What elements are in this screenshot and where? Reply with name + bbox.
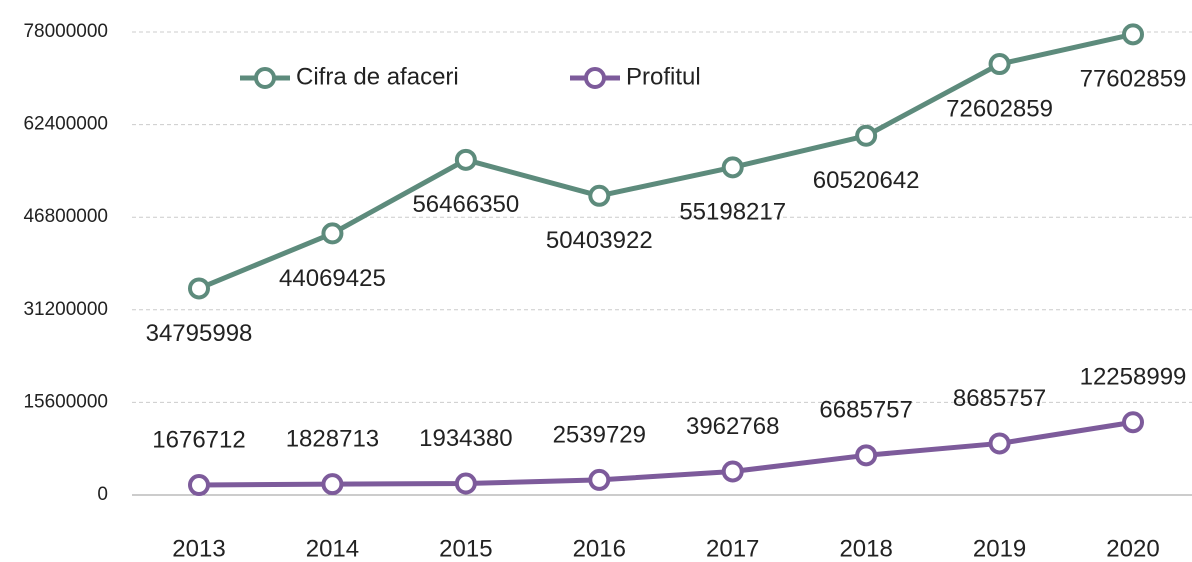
data-label: 50403922 [546, 227, 653, 254]
y-tick-label: 62400000 [23, 114, 108, 135]
legend-label: Profitul [626, 63, 701, 90]
point [988, 53, 1011, 76]
point [721, 460, 744, 483]
y-tick-label: 0 [97, 484, 108, 505]
x-tick-label: 2014 [306, 535, 359, 562]
x-tick-label: 2013 [172, 535, 225, 562]
point [721, 156, 744, 179]
y-tick-label: 46800000 [23, 206, 108, 227]
data-label: 2539729 [553, 421, 646, 448]
point [988, 432, 1011, 455]
data-label: 1934380 [419, 425, 512, 452]
legend-marker [584, 67, 606, 89]
point [454, 148, 477, 171]
point [188, 277, 210, 300]
series-line [198, 31, 1134, 291]
data-label: 12258999 [1080, 364, 1187, 391]
data-label: 3962768 [686, 413, 779, 440]
data-label: 55198217 [679, 199, 786, 226]
point [855, 444, 878, 467]
point [1122, 411, 1144, 434]
data-label: 1676712 [152, 426, 245, 453]
data-label: 1828713 [286, 425, 379, 452]
x-tick-label: 2020 [1106, 535, 1159, 562]
y-tick-label: 31200000 [23, 299, 108, 320]
data-label: 56466350 [412, 191, 519, 218]
data-label: 60520642 [813, 167, 920, 194]
data-label: 34795998 [146, 320, 253, 347]
point [1122, 23, 1144, 46]
x-tick-label: 2016 [573, 535, 626, 562]
point [321, 473, 344, 496]
point [588, 184, 611, 207]
x-tick-label: 2017 [706, 535, 759, 562]
data-label: 8685757 [953, 385, 1046, 412]
x-tick-label: 2018 [839, 535, 892, 562]
series-line [198, 419, 1134, 488]
x-tick-label: 2015 [439, 535, 492, 562]
x-tick-label: 2019 [973, 535, 1026, 562]
legend-marker [254, 67, 276, 89]
data-label: 6685757 [819, 397, 912, 424]
data-label: 44069425 [279, 265, 386, 292]
data-label: 77602859 [1080, 66, 1187, 93]
point [588, 468, 611, 491]
legend-label: Cifra de afaceri [296, 63, 459, 90]
y-tick-label: 78000000 [23, 21, 108, 42]
point [454, 472, 477, 495]
point [321, 222, 344, 245]
point [188, 474, 210, 497]
data-label: 72602859 [946, 95, 1053, 122]
y-tick-label: 15600000 [23, 391, 108, 412]
point [855, 124, 878, 147]
